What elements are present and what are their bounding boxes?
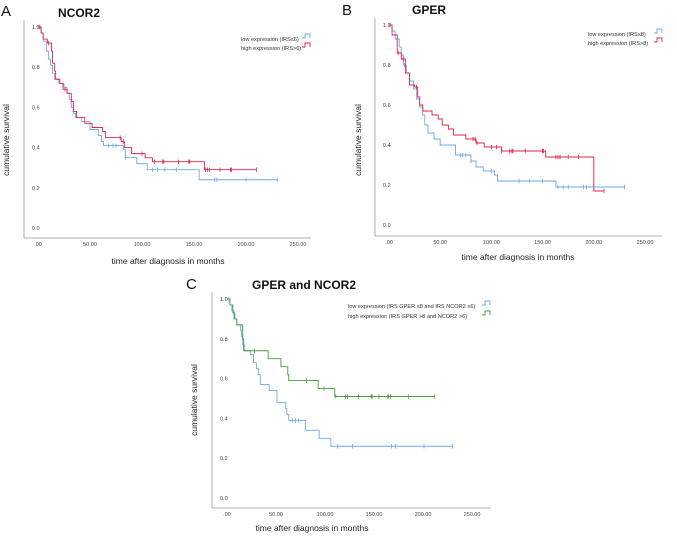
y-tick-label: 0.2 (220, 456, 228, 462)
y-tick-label: 0.6 (220, 377, 228, 383)
legend-label-high: high expression (IRS>8) (588, 41, 648, 47)
legend-label-high: high expression (IRS GPER >8 and NCOR2 >… (348, 314, 467, 320)
x-tick-label: 100.00 (317, 512, 334, 518)
y-tick-label: 0.4 (220, 416, 228, 422)
panel-a: A NCOR2 cumulative survival time after d… (1, 3, 311, 266)
survival-curve-high (38, 26, 257, 171)
legend-label-high: high expression (IRS>6) (241, 46, 301, 52)
survival-curve-high (227, 298, 435, 397)
x-tick-label: .00 (223, 512, 231, 518)
panel-b: B GPER cumulative survival time after di… (342, 2, 663, 262)
y-tick-label: 0.4 (383, 143, 391, 149)
legend-swatch (302, 33, 311, 39)
legend-swatch (654, 37, 663, 43)
x-axis-label: time after diagnosis in months (256, 523, 369, 533)
y-axis-label: cumulative survival (353, 104, 363, 176)
y-axis-label: cumulative survival (189, 364, 199, 436)
x-tick-label: 150.00 (534, 240, 551, 246)
legend-label-low: low expression (IRS GPER ≤8 and IRS NCOR… (348, 304, 476, 310)
x-tick-label: 200.00 (238, 242, 255, 248)
x-tick-label: .00 (34, 242, 42, 248)
y-tick-label: 0.8 (32, 65, 40, 71)
panel-letter: B (342, 2, 352, 19)
y-tick-label: 0.0 (383, 223, 391, 229)
x-tick-label: 50.00 (433, 240, 447, 246)
x-tick-label: 200.00 (585, 240, 602, 246)
survival-curve-low (389, 24, 625, 188)
x-tick-label: 50.00 (83, 242, 97, 248)
chart-title: GPER (412, 3, 446, 17)
x-tick-label: 150.00 (186, 242, 203, 248)
x-tick-label: 200.00 (415, 512, 432, 518)
panel-letter: C (186, 276, 197, 293)
legend-swatch (302, 42, 311, 48)
y-tick-label: 0.8 (383, 63, 391, 69)
y-tick-label: 1.0 (220, 297, 228, 303)
x-tick-label: 50.00 (269, 512, 283, 518)
y-tick-label: 0.6 (32, 105, 40, 111)
survival-curve-low (227, 298, 453, 447)
y-tick-label: 1.0 (383, 23, 391, 29)
y-tick-label: 0.2 (383, 183, 391, 189)
y-tick-label: 0.0 (32, 226, 40, 232)
x-tick-label: 100.00 (134, 242, 151, 248)
legend-swatch (654, 28, 663, 34)
legend-swatch (482, 300, 491, 306)
y-tick-label: 1.0 (32, 25, 40, 31)
y-tick-label: 0.6 (383, 103, 391, 109)
x-tick-label: .00 (385, 240, 393, 246)
x-tick-label: 250.00 (464, 512, 481, 518)
x-tick-label: 150.00 (366, 512, 383, 518)
survival-curve-low (38, 26, 278, 181)
x-axis-label: time after diagnosis in months (112, 256, 225, 266)
x-tick-label: 250.00 (637, 240, 654, 246)
x-tick-label: 100.00 (483, 240, 500, 246)
x-axis-label: time after diagnosis in months (462, 252, 575, 262)
y-tick-label: 0.0 (220, 496, 228, 502)
y-axis-label: cumulative survival (1, 104, 11, 176)
legend-label-low: low expression (IRS≤8) (588, 32, 646, 38)
y-tick-label: 0.8 (220, 337, 228, 343)
x-tick-label: 250.00 (290, 242, 307, 248)
legend-swatch (482, 310, 491, 316)
survival-curve-high (389, 24, 605, 192)
y-tick-label: 0.4 (32, 146, 40, 152)
legend-label-low: low expression (IRS≤6) (241, 37, 299, 43)
chart-title: NCOR2 (58, 6, 100, 20)
panel-letter: A (1, 3, 11, 20)
panel-c: C GPER and NCOR2 cumulative survival tim… (186, 276, 491, 533)
y-tick-label: 0.2 (32, 186, 40, 192)
chart-title: GPER and NCOR2 (252, 278, 356, 292)
